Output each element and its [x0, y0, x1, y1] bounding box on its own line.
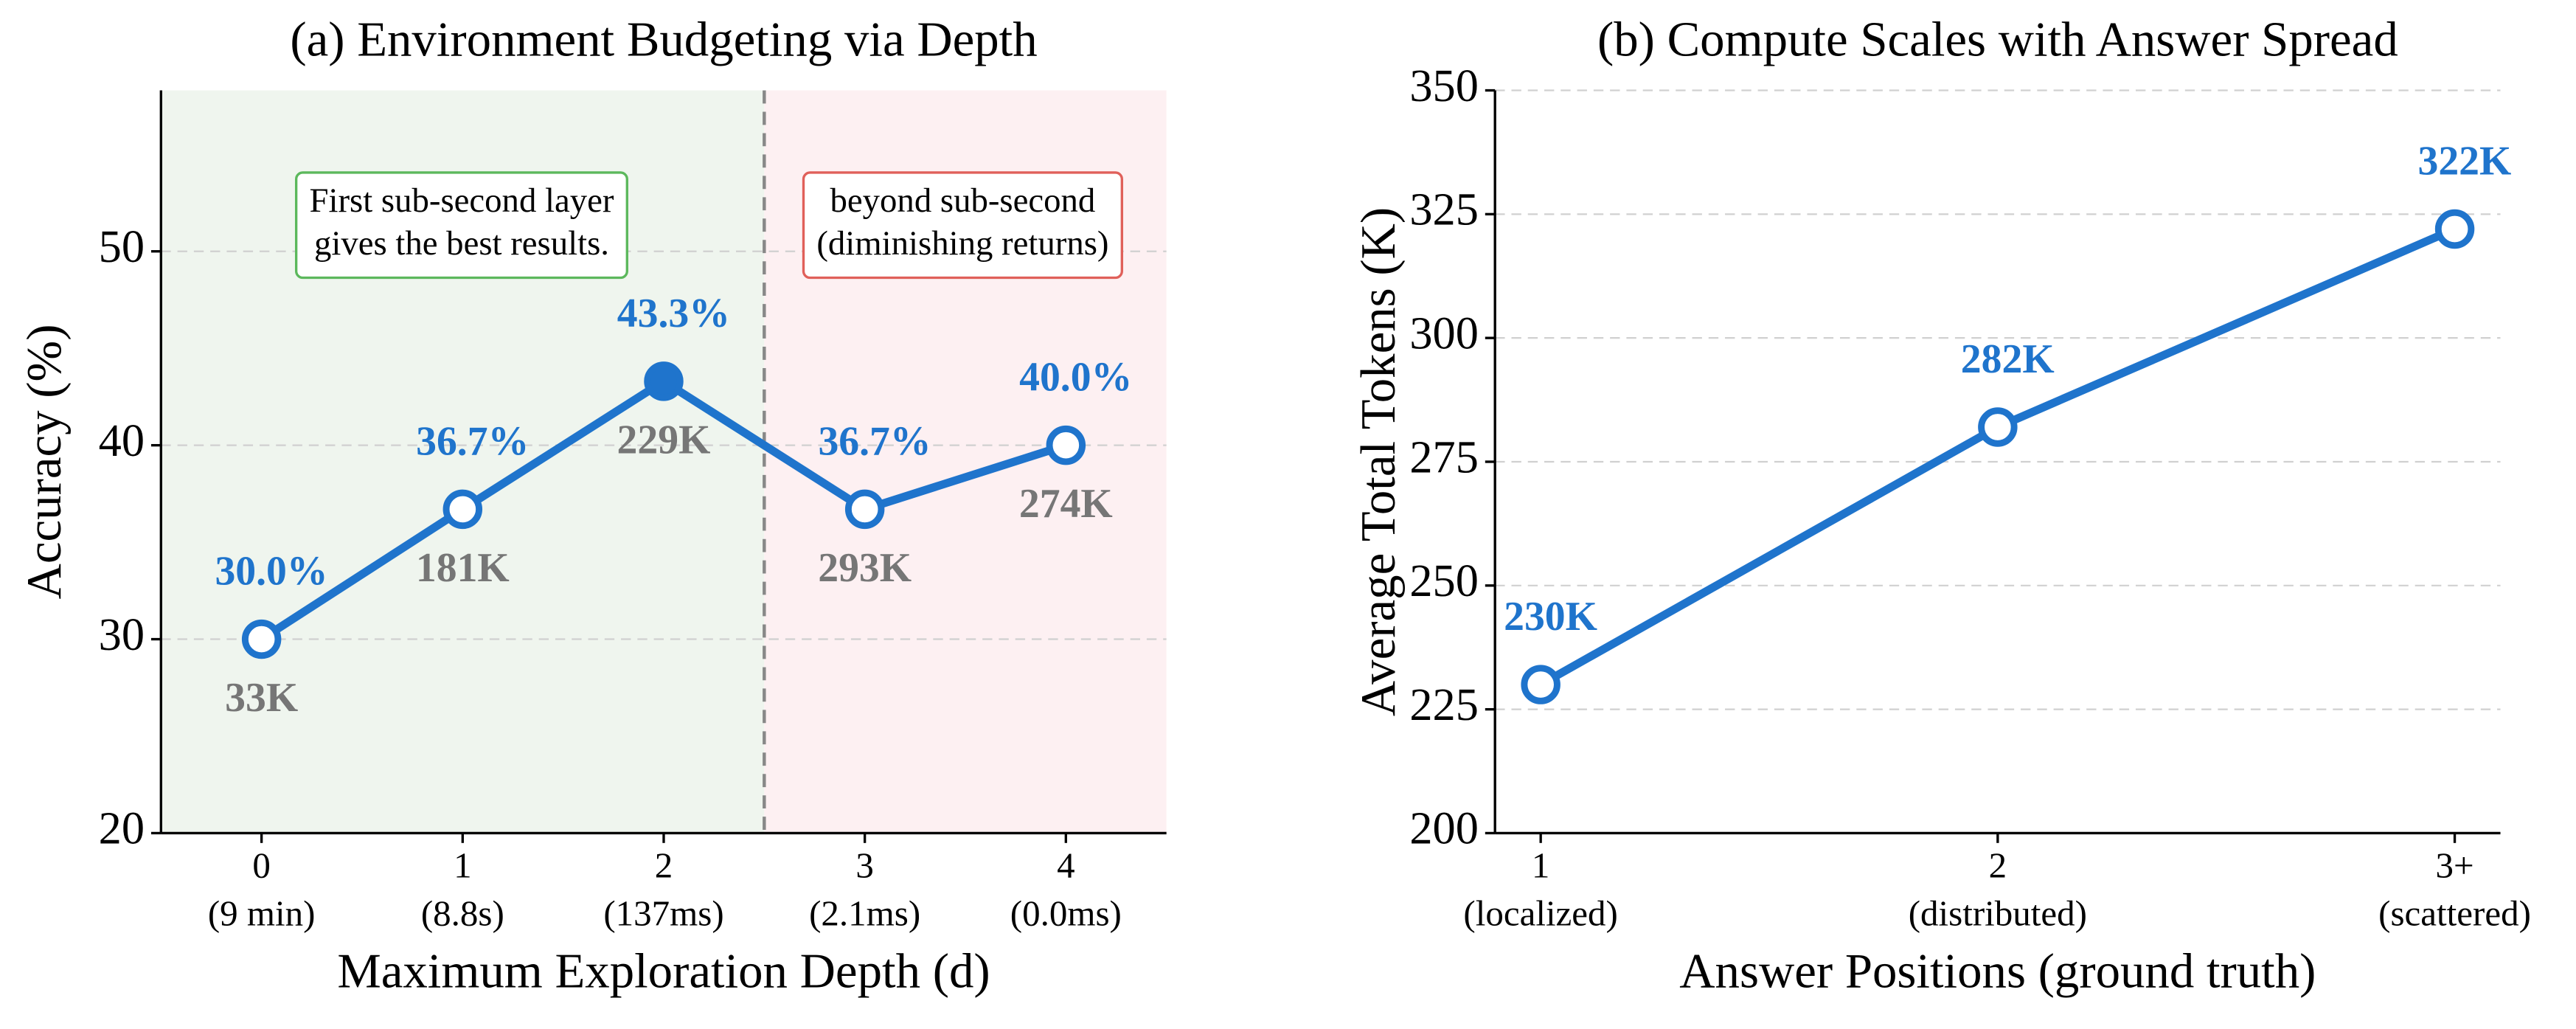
value-label: 30.0%: [215, 548, 327, 594]
x-tick-label: 2: [1989, 845, 2007, 886]
annotation-text: (diminishing returns): [816, 224, 1108, 263]
x-tick-sublabel: (0.0ms): [1010, 893, 1122, 933]
x-tick-label: 2: [655, 845, 673, 886]
y-tick-label: 50: [99, 221, 145, 272]
chart-title: (b) Compute Scales with Answer Spread: [1597, 13, 2398, 67]
x-tick-label: 1: [1532, 845, 1550, 886]
point: [1046, 425, 1086, 465]
annotation-box: [802, 171, 1123, 280]
x-tick-sublabel: (scattered): [2378, 893, 2531, 933]
annotation-text: gives the best results.: [314, 224, 609, 263]
x-tick-sublabel: (137ms): [603, 893, 723, 933]
value-label: 40.0%: [1019, 355, 1132, 401]
x-tick-label: 1: [454, 845, 471, 886]
point: [1978, 407, 2018, 447]
x-tick-label: 3+: [2435, 845, 2473, 886]
value-label: 36.7%: [416, 418, 529, 464]
token-label: 229K: [617, 417, 711, 462]
token-label: 33K: [225, 675, 298, 721]
x-tick-sublabel: (9 min): [208, 893, 316, 933]
annotation-text: beyond sub-second: [830, 181, 1096, 220]
y-tick-label: 225: [1409, 679, 1479, 730]
y-axis-label: Average Total Tokens (K): [1351, 207, 1406, 716]
y-tick-label: 350: [1409, 60, 1479, 111]
x-tick-label: 4: [1057, 845, 1075, 886]
token-label: 293K: [818, 545, 912, 591]
chart-title: (a) Environment Budgeting via Depth: [290, 13, 1037, 67]
x-tick-label: 0: [252, 845, 271, 886]
x-axis-label: Answer Positions (ground truth): [1679, 944, 2316, 999]
y-tick-label: 20: [99, 803, 145, 854]
annotation: beyond sub-second (diminishing returns): [802, 171, 1123, 280]
value-label: 36.7%: [818, 418, 931, 464]
x-tick-sublabel: (8.8s): [421, 893, 504, 933]
x-tick-sublabel: (localized): [1463, 893, 1617, 933]
x-axis-label: Maximum Exploration Depth (d): [337, 944, 990, 999]
line: [1538, 225, 2457, 688]
value-label: 282K: [1961, 336, 2055, 382]
x-tick-label: 3: [855, 845, 874, 886]
annotation-text: First sub-second layer: [309, 181, 614, 220]
annotation: First sub-second layer gives the best res…: [294, 171, 628, 280]
point: [2434, 209, 2475, 249]
token-label: 274K: [1019, 481, 1113, 527]
y-tick-label: 200: [1409, 803, 1479, 854]
y-tick-label: 40: [99, 415, 145, 466]
value-label: 43.3%: [617, 291, 730, 336]
point: [844, 489, 885, 530]
point: [241, 619, 282, 659]
y-tick-label: 325: [1409, 184, 1479, 235]
point: [644, 361, 684, 401]
x-tick-sublabel: (distributed): [1909, 893, 2087, 933]
annotation-box: [294, 171, 628, 280]
y-axis-label: Accuracy (%): [17, 325, 72, 600]
value-label: 322K: [2417, 138, 2511, 184]
point: [442, 489, 483, 530]
y-tick-label: 250: [1409, 555, 1479, 606]
token-label: 181K: [416, 545, 510, 591]
y-tick-label: 275: [1409, 432, 1479, 482]
y-tick-label: 30: [99, 609, 145, 660]
y-tick-label: 300: [1409, 308, 1479, 358]
value-label: 230K: [1504, 594, 1597, 640]
x-tick-sublabel: (2.1ms): [809, 893, 920, 933]
point: [1521, 665, 1560, 704]
